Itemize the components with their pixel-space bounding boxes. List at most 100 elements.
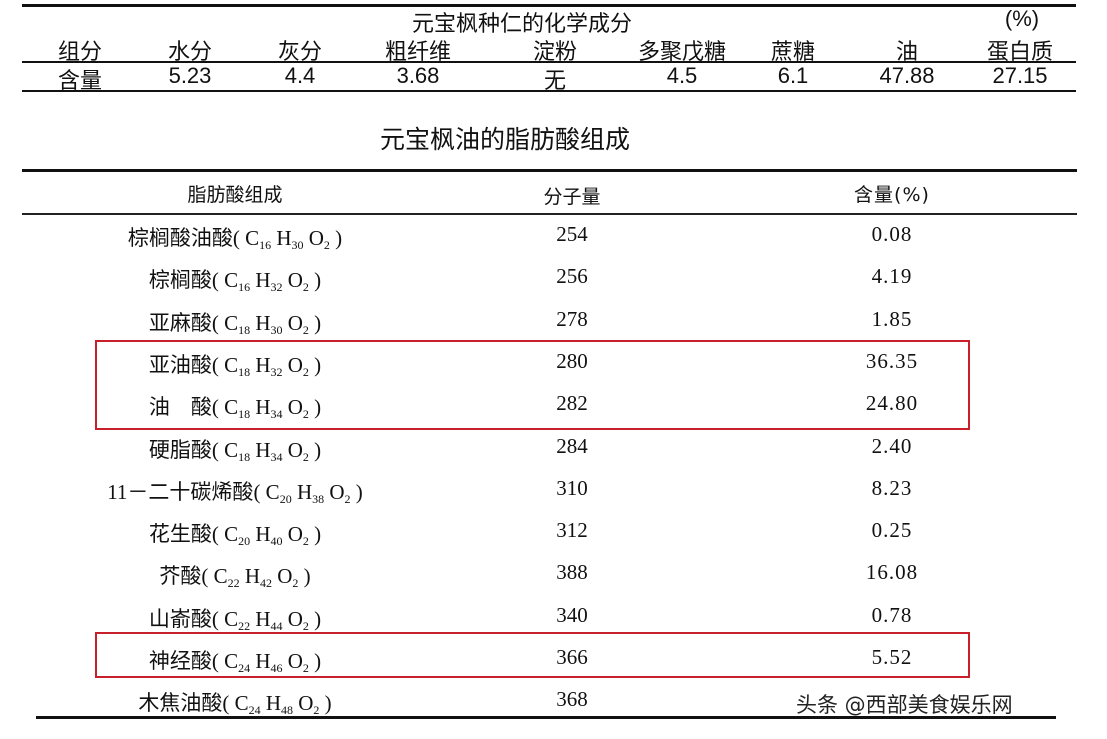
header-name: 脂肪酸组成 (187, 184, 283, 206)
molecular-weight: 340 (556, 602, 588, 627)
formula-subscript: 22 (238, 618, 251, 633)
molecular-weight: 278 (556, 306, 588, 331)
molecular-weight: 282 (556, 391, 588, 416)
acid-name: 油 酸 (148, 395, 212, 420)
fatty-acid-name: 亚麻酸( C18 H30 O2 ) (148, 310, 322, 337)
formula-subscript: 24 (248, 703, 261, 718)
formula-subscript: 44 (270, 618, 283, 633)
table-rule (22, 61, 1076, 63)
formula-subscript: 40 (270, 534, 283, 549)
formula-subscript: 24 (238, 661, 251, 675)
content-percent: 36.35 (865, 348, 919, 373)
formula-subscript: 34 (270, 407, 283, 422)
acid-name: 硬脂酸 (148, 437, 212, 462)
highlight-box (95, 340, 970, 430)
formula-subscript: 2 (302, 661, 309, 675)
formula-subscript: 2 (302, 322, 309, 337)
formula-subscript: 2 (302, 407, 309, 422)
formula-subscript: 18 (238, 364, 251, 379)
formula-subscript: 2 (302, 449, 309, 464)
fatty-acid-table-title: 元宝枫油的脂肪酸组成 (379, 125, 630, 154)
formula-subscript: 34 (270, 449, 283, 464)
acid-name: 亚麻酸 (148, 310, 212, 335)
table-rule (22, 4, 1076, 7)
formula-subscript: 46 (270, 661, 283, 675)
formula-subscript: 2 (302, 618, 309, 633)
molecular-weight: 368 (556, 687, 588, 712)
formula-subscript: 30 (270, 322, 283, 337)
acid-name: 花生酸 (148, 522, 212, 547)
fatty-acid-name: 亚油酸( C18 H32 O2 ) (148, 352, 322, 379)
table-cell: 3.68 (396, 63, 440, 88)
column-header: 多聚戊糖 (637, 39, 726, 64)
molecular-weight: 388 (556, 560, 588, 585)
column-header: 蛋白质 (986, 39, 1053, 64)
formula-subscript: 20 (238, 534, 251, 549)
molecular-weight: 312 (556, 518, 588, 543)
acid-name: 芥酸 (159, 564, 202, 589)
content-percent: 0.78 (871, 602, 913, 627)
column-header: 粗纤维 (384, 39, 451, 64)
highlight-box (95, 632, 970, 678)
acid-name: 棕榈酸油酸 (127, 226, 233, 250)
table-cell: 4.5 (666, 63, 698, 88)
content-percent: 8.23 (871, 475, 913, 500)
table-cell: 含量 (57, 68, 102, 93)
content-percent: 0.08 (871, 222, 913, 246)
table-rule (22, 169, 1077, 172)
table-cell: 5.23 (168, 63, 212, 88)
table-cell: 47.88 (879, 63, 935, 88)
acid-name: 山嵛酸 (148, 606, 212, 631)
formula-subscript: 32 (270, 364, 283, 379)
acid-name: 棕榈酸 (148, 268, 212, 293)
formula-subscript: 42 (260, 576, 272, 591)
table-rule (22, 213, 1077, 215)
fatty-acid-name: 芥酸( C22 H42 O2 ) (159, 564, 311, 591)
content-percent: 5.52 (871, 645, 913, 669)
content-percent: 2.40 (871, 433, 913, 458)
molecular-weight: 284 (556, 433, 588, 458)
formula-subscript: 22 (227, 576, 240, 591)
fatty-acid-name: 花生酸( C20 H40 O2 ) (148, 522, 322, 549)
formula-subscript: 2 (302, 280, 309, 295)
molecular-weight: 256 (556, 264, 588, 289)
formula-subscript: 20 (279, 491, 292, 506)
fatty-acid-name: 神经酸( C24 H46 O2 ) (148, 649, 322, 675)
header-mw: 分子量 (543, 186, 601, 208)
molecular-weight: 254 (556, 222, 588, 246)
formula-subscript: 2 (313, 703, 320, 718)
formula-subscript: 18 (238, 449, 251, 464)
fatty-acid-name: 木焦油酸( C24 H48 O2 ) (138, 691, 332, 718)
formula-subscript: 48 (281, 703, 293, 718)
acid-name: 11－二十碳烯酸 (107, 479, 254, 504)
fatty-acid-name: 硬脂酸( C18 H34 O2 ) (148, 437, 322, 464)
fatty-acid-name: 油 酸( C18 H34 O2 ) (148, 395, 322, 422)
acid-name: 神经酸 (148, 649, 212, 673)
column-header: 水分 (167, 39, 212, 64)
molecular-weight: 280 (556, 348, 588, 373)
column-header: 淀粉 (532, 39, 577, 64)
table-title: 元宝枫种仁的化学成分 (411, 11, 632, 36)
fatty-acid-name: 山嵛酸( C22 H44 O2 ) (148, 606, 322, 633)
unit-label: (%) (1004, 6, 1040, 31)
table-cell: 27.15 (992, 63, 1048, 88)
column-header: 油 (895, 39, 918, 64)
formula-subscript: 2 (323, 238, 330, 252)
table-rule (36, 716, 1056, 719)
content-percent: 16.08 (865, 560, 919, 585)
formula-subscript: 38 (312, 491, 325, 506)
acid-name: 亚油酸 (148, 352, 212, 377)
formula-subscript: 32 (270, 280, 283, 295)
formula-subscript: 18 (238, 407, 251, 422)
formula-subscript: 2 (302, 534, 309, 549)
content-percent: 4.19 (871, 264, 913, 289)
formula-subscript: 2 (344, 491, 351, 506)
table-rule (22, 90, 1076, 92)
formula-subscript: 16 (259, 238, 272, 252)
acid-name: 木焦油酸 (138, 691, 223, 716)
content-percent: 0.25 (871, 518, 913, 543)
fatty-acid-name: 11－二十碳烯酸( C20 H38 O2 ) (107, 479, 363, 506)
formula-subscript: 16 (238, 280, 251, 295)
formula-subscript: 30 (291, 238, 304, 252)
fatty-acid-name: 棕榈酸( C16 H32 O2 ) (148, 268, 322, 295)
